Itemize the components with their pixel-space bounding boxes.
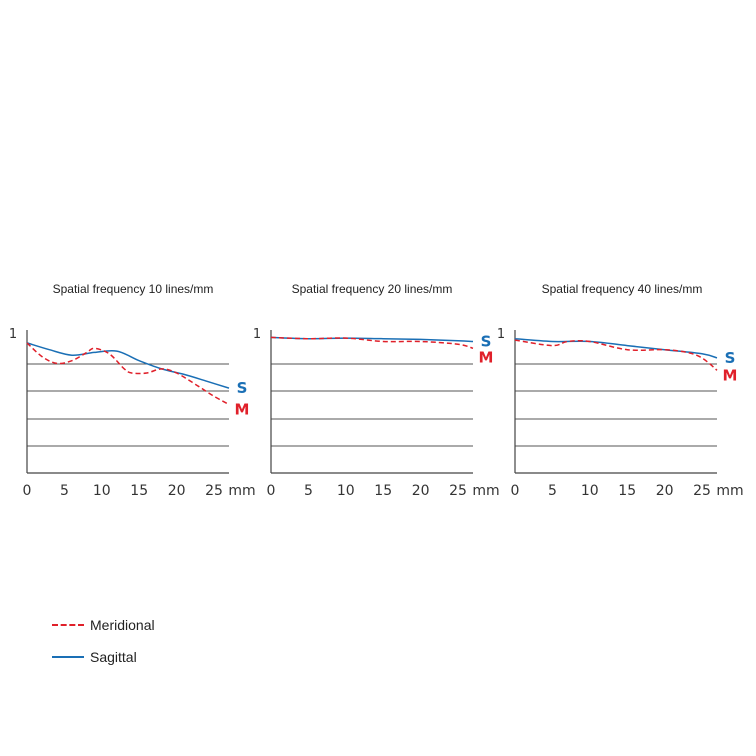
x-unit-label: mm bbox=[716, 483, 743, 499]
x-tick-label: 15 bbox=[130, 483, 148, 499]
legend-item-sagittal: Sagittal bbox=[52, 646, 155, 668]
x-tick-label: 0 bbox=[23, 483, 32, 499]
end-label-sagittal: S bbox=[237, 379, 248, 397]
legend-swatch-meridional bbox=[52, 624, 84, 626]
chart-title: Spatial frequency 10 lines/mm bbox=[53, 282, 214, 296]
x-tick-label: 10 bbox=[581, 483, 599, 499]
x-tick-label: 20 bbox=[412, 483, 430, 499]
x-tick-label: 5 bbox=[548, 483, 557, 499]
x-tick-label: 20 bbox=[168, 483, 186, 499]
x-tick-label: 5 bbox=[304, 483, 313, 499]
end-label-meridional: M bbox=[723, 366, 738, 384]
x-tick-label: 15 bbox=[618, 483, 636, 499]
y-tick-label: 1 bbox=[253, 327, 261, 342]
y-tick-label: 1 bbox=[9, 327, 17, 342]
x-tick-label: 10 bbox=[337, 483, 355, 499]
x-tick-label: 5 bbox=[60, 483, 69, 499]
legend-label-meridional: Meridional bbox=[90, 617, 155, 633]
x-tick-label: 25 bbox=[449, 483, 467, 499]
end-label-sagittal: S bbox=[481, 332, 492, 350]
series-meridional-line bbox=[514, 339, 718, 371]
series-meridional-line bbox=[270, 336, 474, 350]
chart-title: Spatial frequency 40 lines/mm bbox=[542, 282, 703, 296]
legend-swatch-sagittal bbox=[52, 656, 84, 658]
x-tick-label: 0 bbox=[511, 483, 520, 499]
x-tick-label: 15 bbox=[374, 483, 392, 499]
legend-label-sagittal: Sagittal bbox=[90, 649, 137, 665]
end-label-meridional: M bbox=[479, 348, 494, 366]
series-sagittal-line bbox=[26, 342, 230, 389]
x-tick-label: 25 bbox=[205, 483, 223, 499]
end-label-meridional: M bbox=[235, 401, 250, 419]
end-label-sagittal: S bbox=[725, 349, 736, 367]
x-unit-label: mm bbox=[472, 483, 499, 499]
legend-item-meridional: Meridional bbox=[52, 614, 155, 636]
x-tick-label: 0 bbox=[267, 483, 276, 499]
legend: Meridional Sagittal bbox=[52, 614, 155, 678]
chart-title: Spatial frequency 20 lines/mm bbox=[292, 282, 453, 296]
x-unit-label: mm bbox=[228, 483, 255, 499]
y-tick-label: 1 bbox=[497, 327, 505, 342]
series-sagittal-line bbox=[514, 337, 718, 359]
x-tick-label: 20 bbox=[656, 483, 674, 499]
x-tick-label: 10 bbox=[93, 483, 111, 499]
series-sagittal-line bbox=[270, 336, 474, 343]
x-tick-label: 25 bbox=[693, 483, 711, 499]
series-meridional-line bbox=[26, 342, 230, 406]
